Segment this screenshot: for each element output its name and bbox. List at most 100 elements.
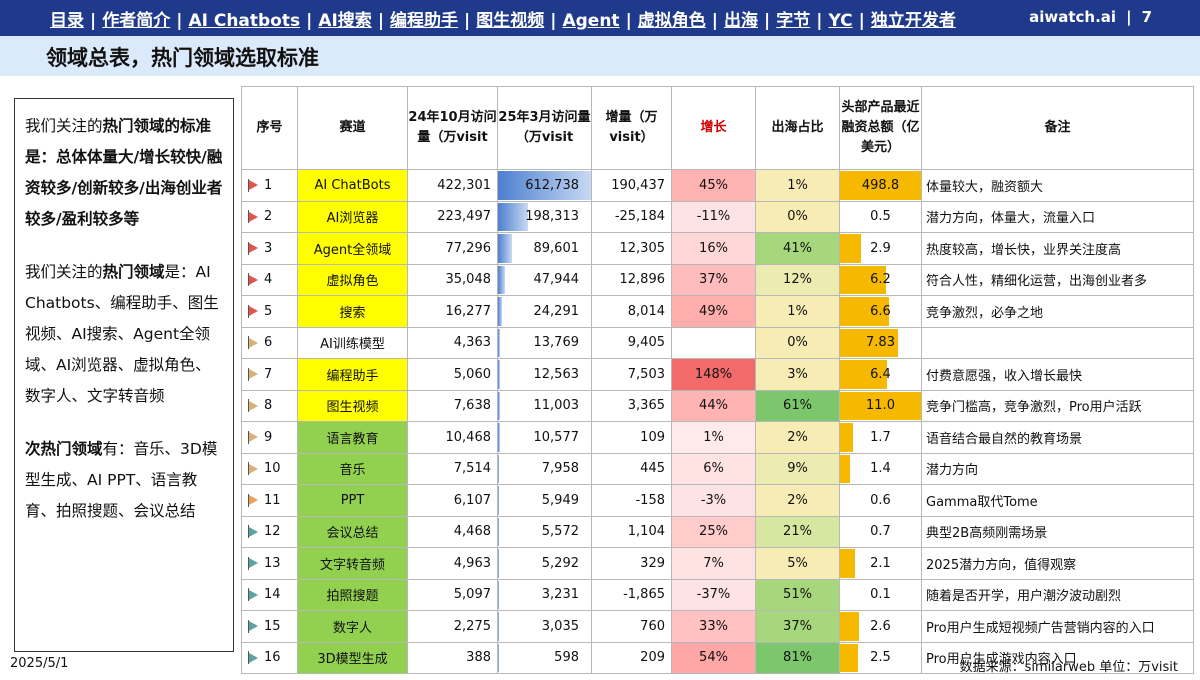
- page-title: 领域总表，热门领域选取标准: [46, 46, 319, 70]
- nav-link-coding[interactable]: 编程助手: [390, 11, 459, 31]
- header-increment: 增量（万visit）: [591, 86, 672, 170]
- row-overseas: 9%: [755, 452, 840, 485]
- row-overseas: 41%: [755, 232, 840, 265]
- row-track: AI ChatBots: [297, 169, 408, 202]
- funding-data-bar: [840, 297, 889, 326]
- row-note: 体量较大，融资额大: [921, 169, 1194, 202]
- header-track: 赛道: [297, 86, 408, 170]
- row-overseas: 0%: [755, 200, 840, 233]
- criteria-paragraph: 我们关注的热门领域的标准是：总体体量大/增长较快/融资较多/创新较多/出海创业者…: [25, 111, 223, 235]
- funding-value: 11.0: [866, 398, 895, 414]
- row-overseas: 61%: [755, 389, 840, 422]
- row-index-label: 12: [264, 524, 281, 540]
- row-index-label: 6: [264, 335, 273, 351]
- row-increment: 1,104: [591, 515, 672, 548]
- row-index-label: 16: [264, 650, 281, 666]
- row-overseas: 21%: [755, 515, 840, 548]
- row-growth: 1%: [671, 421, 756, 454]
- row-oct-visits: 4,363: [407, 326, 498, 359]
- nav-link-catalog[interactable]: 目录: [50, 11, 84, 31]
- row-growth: 44%: [671, 389, 756, 422]
- nav-link-virtual-character[interactable]: 虚拟角色: [637, 11, 706, 31]
- flag-pole: [248, 430, 249, 444]
- funding-data-bar: [840, 171, 921, 200]
- flag-pole: [248, 556, 249, 570]
- flag-icon: [249, 243, 258, 254]
- table-row: 7 编程助手 5,060 12,563 7,503 148% 3% 6.4 付费意愿强，收入增长…: [241, 358, 1194, 391]
- row-track: 音乐: [297, 452, 408, 485]
- row-overseas: 81%: [755, 641, 840, 674]
- row-index-label: 14: [264, 587, 281, 603]
- row-oct-visits: 4,963: [407, 547, 498, 580]
- row-mar-visits: 598: [497, 641, 592, 674]
- visits-data-bar: [498, 580, 500, 609]
- row-overseas: 2%: [755, 421, 840, 454]
- flag-icon: [249, 463, 258, 474]
- row-overseas: 1%: [755, 295, 840, 328]
- nav-link-image-video[interactable]: 图生视频: [476, 11, 545, 31]
- row-oct-visits: 16,277: [407, 295, 498, 328]
- visits-data-bar: [498, 423, 500, 452]
- visits-data-bar: [498, 360, 500, 389]
- row-increment: 12,896: [591, 263, 672, 296]
- row-overseas: 0%: [755, 326, 840, 359]
- funding-value: 1.7: [870, 429, 891, 445]
- funding-data-bar: [840, 454, 851, 483]
- mar-visits-value: 11,003: [533, 398, 580, 414]
- header-mar-visits: 25年3月访问量（万visit: [497, 86, 592, 170]
- nav-link-author[interactable]: 作者简介: [102, 11, 171, 31]
- funding-data-bar: [840, 612, 860, 641]
- row-index: 10: [241, 452, 298, 485]
- header-notes: 备注: [921, 86, 1194, 170]
- row-growth: 148%: [671, 358, 756, 391]
- funding-value: 0.6: [870, 492, 891, 508]
- table-row: 14 拍照搜题 5,097 3,231 -1,865 -37% 51% 0.1 随着是否开学，用…: [241, 578, 1194, 611]
- row-oct-visits: 10,468: [407, 421, 498, 454]
- row-growth: -11%: [671, 200, 756, 233]
- row-note: Pro用户生成短视频广告营销内容的入口: [921, 610, 1194, 643]
- row-index-label: 10: [264, 461, 281, 477]
- visits-data-bar: [498, 549, 500, 578]
- visits-data-bar: [498, 265, 506, 294]
- footer-date: 2025/5/1: [10, 656, 69, 671]
- table-row: 16 3D模型生成 388 598 209 54% 81% 2.5 Pro用户生成游戏内容入口: [241, 641, 1194, 674]
- funding-value: 0.1: [870, 587, 891, 603]
- funding-value: 0.7: [870, 524, 891, 540]
- second-hot-paragraph: 次热门领域有：音乐、3D模型生成、AI PPT、语言教育、拍照搜题、会议总结: [25, 434, 223, 527]
- row-index: 11: [241, 484, 298, 517]
- flag-icon: [249, 400, 258, 411]
- nav-link-bytedance[interactable]: 字节: [776, 11, 811, 31]
- funding-value: 2.9: [870, 240, 891, 256]
- row-oct-visits: 5,060: [407, 358, 498, 391]
- flag-icon: [249, 337, 258, 348]
- nav-link-indie-dev[interactable]: 独立开发者: [870, 11, 956, 31]
- visits-data-bar: [498, 171, 591, 200]
- funding-data-bar: [840, 360, 888, 389]
- row-index: 13: [241, 547, 298, 580]
- visits-data-bar: [498, 328, 501, 357]
- row-funding: 6.2: [839, 263, 922, 296]
- row-note: 潜力方向，体量大，流量入口: [921, 200, 1194, 233]
- nav-link-ai-chatbots[interactable]: AI Chatbots: [188, 11, 301, 31]
- row-increment: 7,503: [591, 358, 672, 391]
- nav-link-agent[interactable]: Agent: [562, 11, 620, 31]
- flag-pole: [248, 493, 249, 507]
- nav-link-yc[interactable]: YC: [828, 11, 853, 31]
- row-funding: 2.1: [839, 547, 922, 580]
- row-track: 语言教育: [297, 421, 408, 454]
- flag-pole: [248, 588, 249, 602]
- row-growth: -37%: [671, 578, 756, 611]
- flag-pole: [248, 304, 249, 318]
- row-growth: -3%: [671, 484, 756, 517]
- row-increment: 3,365: [591, 389, 672, 422]
- funding-value: 0.5: [870, 209, 891, 225]
- row-increment: 445: [591, 452, 672, 485]
- flag-pole: [248, 241, 249, 255]
- nav-link-overseas[interactable]: 出海: [724, 11, 758, 31]
- mar-visits-value: 13,769: [533, 335, 580, 351]
- row-track: 虚拟角色: [297, 263, 408, 296]
- nav-link-ai-search[interactable]: AI搜索: [318, 11, 372, 31]
- row-funding: 7.83: [839, 326, 922, 359]
- row-index-label: 2: [264, 209, 273, 225]
- row-mar-visits: 612,738: [497, 169, 592, 202]
